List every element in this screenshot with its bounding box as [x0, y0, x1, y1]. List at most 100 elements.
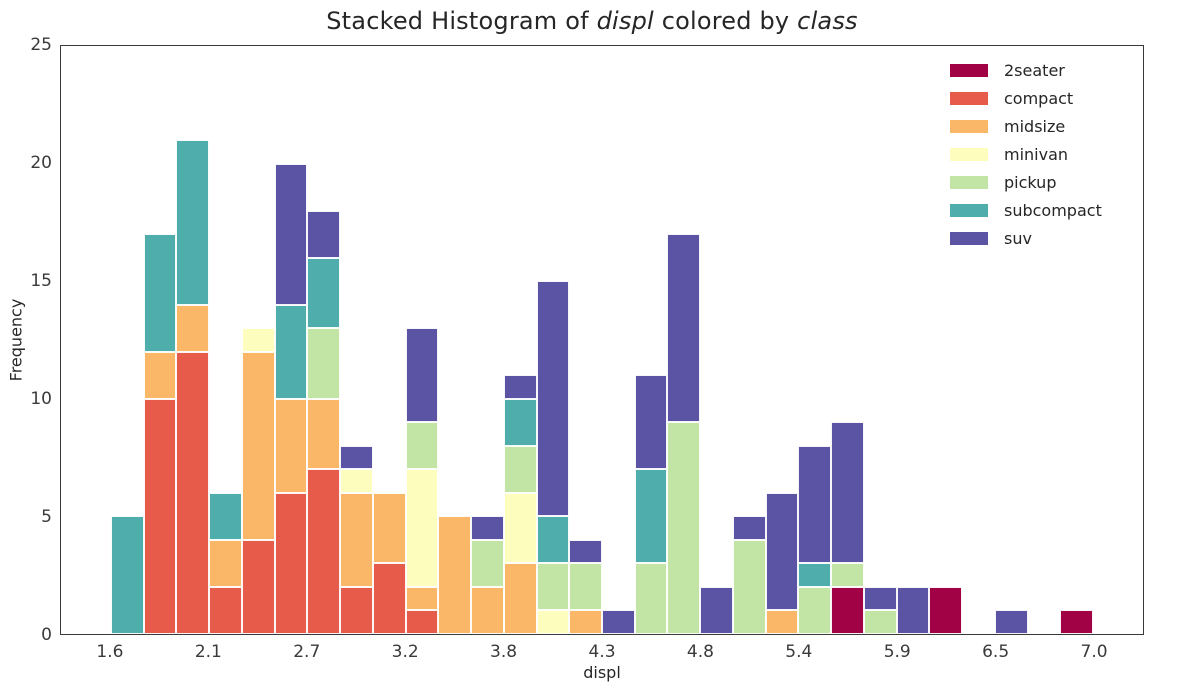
bar-segment-suv-bin19 — [700, 586, 733, 634]
x-tick-6.5: 6.5 — [982, 642, 1010, 662]
bar-segment-suv-bin8 — [340, 445, 373, 470]
legend-label-2seater: 2seater — [1004, 60, 1065, 80]
title-text-2: colored by — [653, 7, 798, 35]
legend-label-subcompact: subcompact — [1004, 200, 1102, 220]
bar-segment-2seater-bin26 — [929, 586, 963, 634]
bar-segment-pickup-bin20 — [732, 539, 766, 634]
x-tick-4.3: 4.3 — [588, 642, 616, 662]
x-axis-label: displ — [583, 663, 621, 682]
bar-segment-compact-bin10 — [405, 610, 439, 634]
bar-segment-compact-bin2 — [143, 398, 177, 634]
bar-segment-subcompact-bin6 — [274, 304, 308, 399]
bar-segment-midsize-bin15 — [569, 610, 602, 634]
bar-segment-midsize-bin7 — [307, 398, 341, 470]
bar-segment-suv-bin13 — [503, 375, 537, 399]
legend-row-suv: suv — [950, 224, 1102, 252]
bar-segment-suv-bin12 — [471, 516, 504, 540]
bar-segment-suv-bin28 — [994, 610, 1028, 634]
bar-segment-pickup-bin22 — [798, 586, 832, 634]
bar-segment-midsize-bin4 — [209, 539, 242, 587]
legend-swatch-compact — [950, 91, 988, 105]
bar-segment-pickup-bin7 — [307, 328, 341, 399]
bar-segment-minivan-bin10 — [405, 469, 439, 587]
legend-label-suv: suv — [1004, 228, 1032, 248]
y-tick-15: 15 — [30, 271, 52, 291]
bar-segment-suv-bin6 — [274, 163, 308, 305]
bar-segment-minivan-bin8 — [340, 469, 373, 493]
x-tick-2.1: 2.1 — [194, 642, 222, 662]
bar-segment-midsize-bin6 — [274, 398, 308, 493]
bar-segment-subcompact-bin7 — [307, 257, 341, 329]
bar-segment-pickup-bin18 — [667, 422, 701, 634]
bar-segment-pickup-bin13 — [503, 445, 537, 493]
bar-segment-pickup-bin14 — [536, 563, 570, 611]
bar-segment-suv-bin22 — [798, 445, 832, 564]
bar-segment-midsize-bin10 — [405, 586, 439, 611]
bar-segment-subcompact-bin1 — [110, 516, 144, 634]
bar-segment-compact-bin4 — [209, 586, 242, 634]
bar-segment-midsize-bin9 — [372, 492, 406, 564]
y-tick-25: 25 — [30, 35, 52, 55]
bar-segment-suv-bin16 — [602, 610, 635, 634]
legend-label-minivan: minivan — [1004, 144, 1069, 164]
legend-row-minivan: minivan — [950, 140, 1102, 168]
bar-segment-compact-bin3 — [176, 351, 210, 634]
legend-swatch-2seater — [950, 63, 988, 77]
bar-segment-pickup-bin23 — [831, 563, 864, 587]
bar-segment-minivan-bin14 — [536, 610, 570, 634]
legend-label-midsize: midsize — [1004, 116, 1066, 136]
legend-row-2seater: 2seater — [950, 56, 1102, 84]
legend-swatch-subcompact — [950, 203, 988, 217]
bar-segment-compact-bin7 — [307, 469, 341, 634]
bar-segment-suv-bin21 — [765, 492, 799, 611]
title-var-displ: displ — [596, 7, 654, 35]
bar-segment-suv-bin7 — [307, 210, 341, 258]
legend-row-midsize: midsize — [950, 112, 1102, 140]
y-axis-label: Frequency — [6, 298, 26, 382]
title-text: Stacked Histogram of — [326, 7, 597, 35]
bar-segment-midsize-bin5 — [241, 351, 275, 540]
bar-segment-pickup-bin17 — [634, 563, 668, 634]
legend-row-subcompact: subcompact — [950, 196, 1102, 224]
y-tick-0: 0 — [41, 625, 52, 645]
bar-segment-suv-bin25 — [896, 586, 930, 634]
bar-segment-subcompact-bin13 — [503, 398, 537, 446]
bar-segment-suv-bin18 — [667, 234, 701, 423]
bar-segment-pickup-bin15 — [569, 563, 602, 611]
bar-segment-subcompact-bin4 — [209, 492, 242, 540]
x-tick-2.7: 2.7 — [293, 642, 321, 662]
bar-segment-suv-bin24 — [863, 586, 897, 611]
x-tick-1.6: 1.6 — [96, 642, 124, 662]
x-tick-4.8: 4.8 — [686, 642, 714, 662]
bar-segment-2seater-bin30 — [1060, 610, 1094, 634]
bar-segment-2seater-bin23 — [831, 586, 864, 634]
bar-segment-subcompact-bin22 — [798, 563, 832, 587]
y-tick-10: 10 — [30, 389, 52, 409]
x-tick-3.8: 3.8 — [490, 642, 518, 662]
bar-segment-pickup-bin10 — [405, 422, 439, 470]
legend-label-compact: compact — [1004, 88, 1074, 108]
bar-segment-midsize-bin21 — [765, 610, 799, 634]
bar-segment-subcompact-bin14 — [536, 516, 570, 564]
x-tick-7.0: 7.0 — [1080, 642, 1108, 662]
bar-segment-suv-bin15 — [569, 539, 602, 564]
legend-row-compact: compact — [950, 84, 1102, 112]
bar-segment-midsize-bin3 — [176, 304, 210, 352]
bar-segment-midsize-bin13 — [503, 563, 537, 634]
bar-segment-pickup-bin12 — [471, 539, 504, 587]
bar-segment-midsize-bin11 — [438, 516, 471, 634]
x-tick-3.2: 3.2 — [391, 642, 419, 662]
legend: 2seater compact midsize minivan pickup subcom… — [950, 56, 1102, 252]
bar-segment-midsize-bin8 — [340, 492, 373, 587]
chart-title: Stacked Histogram of displ colored by cl… — [0, 7, 1184, 35]
bar-segment-suv-bin14 — [536, 281, 570, 517]
bar-segment-midsize-bin2 — [143, 351, 177, 399]
legend-swatch-pickup — [950, 175, 988, 189]
x-tick-5.4: 5.4 — [785, 642, 813, 662]
legend-label-pickup: pickup — [1004, 172, 1057, 192]
legend-swatch-midsize — [950, 119, 988, 133]
bar-segment-suv-bin10 — [405, 328, 439, 423]
title-var-class: class — [797, 7, 858, 35]
bars-layer — [61, 46, 1143, 634]
